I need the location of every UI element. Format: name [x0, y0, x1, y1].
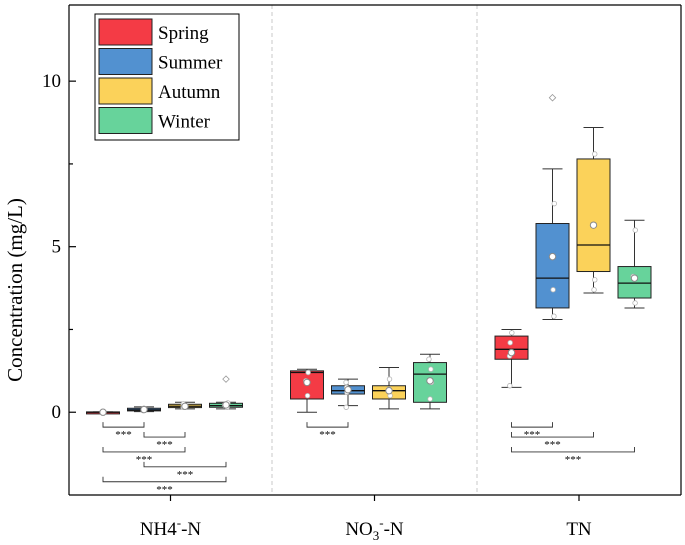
category-label-part: TN: [566, 519, 592, 540]
box-tn-autumn: [577, 128, 610, 294]
significance-label: ***: [156, 484, 173, 496]
box-no3-autumn: [373, 368, 406, 409]
significance-label: ***: [115, 429, 132, 441]
y-tick-label: 0: [52, 402, 62, 423]
mean-marker: [182, 403, 188, 409]
mean-marker: [304, 379, 310, 385]
significance-label: ***: [565, 454, 582, 466]
box-tn-summer: [536, 95, 569, 320]
box-tn-spring: [495, 329, 528, 388]
data-point: [305, 393, 310, 398]
legend-label-winter: Winter: [158, 112, 211, 133]
data-point: [592, 277, 597, 282]
category-label-part: NO: [345, 519, 372, 540]
box-no3-spring: [291, 369, 324, 412]
y-tick-label: 10: [42, 71, 61, 92]
significance-label: ***: [177, 469, 194, 481]
category-label-nh4: NH4--N: [140, 515, 202, 540]
legend-label-autumn: Autumn: [158, 82, 221, 103]
box-nh4-autumn: [169, 402, 202, 410]
data-point: [427, 357, 432, 362]
category-label-part: -N: [384, 519, 404, 540]
data-point: [508, 340, 513, 345]
box-no3-winter: [414, 354, 447, 409]
data-point: [429, 367, 434, 372]
data-point: [551, 287, 556, 292]
legend-swatch-winter: [99, 108, 152, 134]
bracket-line: [103, 422, 144, 427]
bracket-line: [144, 432, 185, 437]
mean-marker: [549, 253, 555, 259]
data-point: [344, 380, 349, 385]
bracket-line: [144, 462, 226, 467]
data-point: [306, 370, 311, 375]
outlier-point: [549, 95, 555, 101]
mean-marker: [100, 409, 106, 415]
box-iqr: [536, 224, 569, 308]
data-point: [592, 287, 597, 292]
box-nh4-spring: [87, 409, 120, 415]
legend-swatch-spring: [99, 19, 152, 45]
legend-swatch-autumn: [99, 78, 152, 104]
mean-marker: [223, 402, 229, 408]
data-point: [510, 330, 515, 335]
box-iqr: [618, 267, 651, 298]
box-nh4-summer: [128, 406, 161, 413]
outlier-point: [223, 376, 229, 382]
category-label-part: -N: [181, 519, 201, 540]
box-tn-winter: [618, 220, 651, 308]
data-point: [428, 397, 433, 402]
significance-bracket: ***: [512, 447, 635, 466]
legend-label-spring: Spring: [158, 23, 209, 44]
category-label-no3: NO3--N: [345, 515, 404, 543]
data-point: [633, 301, 638, 306]
significance-label: ***: [156, 439, 173, 451]
significance-label: ***: [319, 429, 336, 441]
data-point: [552, 314, 557, 319]
mean-marker: [141, 406, 147, 412]
category-label-tn: TN: [566, 519, 592, 540]
legend-label-summer: Summer: [158, 53, 223, 74]
bracket-line: [103, 477, 226, 482]
data-point: [592, 152, 597, 157]
category-label-part: 3: [373, 528, 380, 543]
legend: Spring Summer Autumn Winter: [95, 14, 239, 140]
significance-bracket: ***: [144, 432, 185, 451]
data-point: [344, 405, 349, 410]
bracket-line: [512, 422, 553, 427]
category-label-part: NH4: [140, 519, 177, 540]
box-iqr: [577, 159, 610, 272]
box-no3-summer: [332, 379, 365, 409]
box-nh4-winter: [210, 376, 243, 410]
mean-marker: [386, 388, 392, 394]
legend-swatch-summer: [99, 49, 152, 75]
bracket-line: [307, 422, 348, 427]
mean-marker: [590, 222, 596, 228]
mean-marker: [508, 349, 514, 355]
mean-marker: [427, 378, 433, 384]
y-tick-label: 5: [52, 237, 62, 258]
significance-bracket: ***: [307, 422, 348, 441]
mean-marker: [345, 387, 351, 393]
significance-bracket: ***: [103, 422, 144, 441]
significance-bracket: ***: [103, 477, 226, 496]
data-point: [508, 383, 513, 388]
y-axis-title: Concentration (mg/L): [3, 198, 27, 382]
significance-bracket: ***: [144, 462, 226, 481]
mean-marker: [631, 275, 637, 281]
bracket-line: [512, 447, 635, 452]
data-point: [552, 201, 557, 206]
significance-label: ***: [544, 439, 561, 451]
data-point: [633, 228, 638, 233]
data-point: [387, 377, 392, 382]
significance-label: ***: [524, 429, 541, 441]
